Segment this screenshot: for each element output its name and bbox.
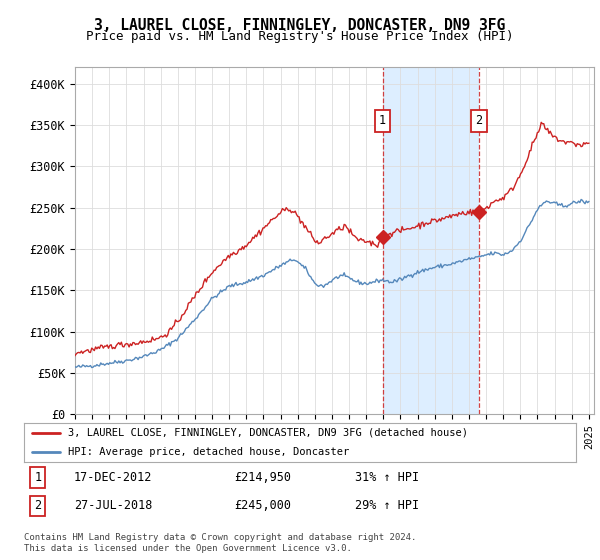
Text: 3, LAUREL CLOSE, FINNINGLEY, DONCASTER, DN9 3FG: 3, LAUREL CLOSE, FINNINGLEY, DONCASTER, … [94, 18, 506, 32]
Text: 17-DEC-2012: 17-DEC-2012 [74, 471, 152, 484]
Text: HPI: Average price, detached house, Doncaster: HPI: Average price, detached house, Donc… [68, 447, 349, 457]
Text: £214,950: £214,950 [234, 471, 291, 484]
Text: 2: 2 [475, 114, 482, 128]
Text: Contains HM Land Registry data © Crown copyright and database right 2024.
This d: Contains HM Land Registry data © Crown c… [24, 534, 416, 553]
Text: Price paid vs. HM Land Registry's House Price Index (HPI): Price paid vs. HM Land Registry's House … [86, 30, 514, 43]
Text: 31% ↑ HPI: 31% ↑ HPI [355, 471, 419, 484]
Text: 27-JUL-2018: 27-JUL-2018 [74, 500, 152, 512]
Text: 1: 1 [34, 471, 41, 484]
Text: 2: 2 [34, 500, 41, 512]
Text: 3, LAUREL CLOSE, FINNINGLEY, DONCASTER, DN9 3FG (detached house): 3, LAUREL CLOSE, FINNINGLEY, DONCASTER, … [68, 428, 468, 437]
Text: £245,000: £245,000 [234, 500, 291, 512]
Text: 1: 1 [379, 114, 386, 128]
Bar [383, 67, 479, 414]
Text: 29% ↑ HPI: 29% ↑ HPI [355, 500, 419, 512]
